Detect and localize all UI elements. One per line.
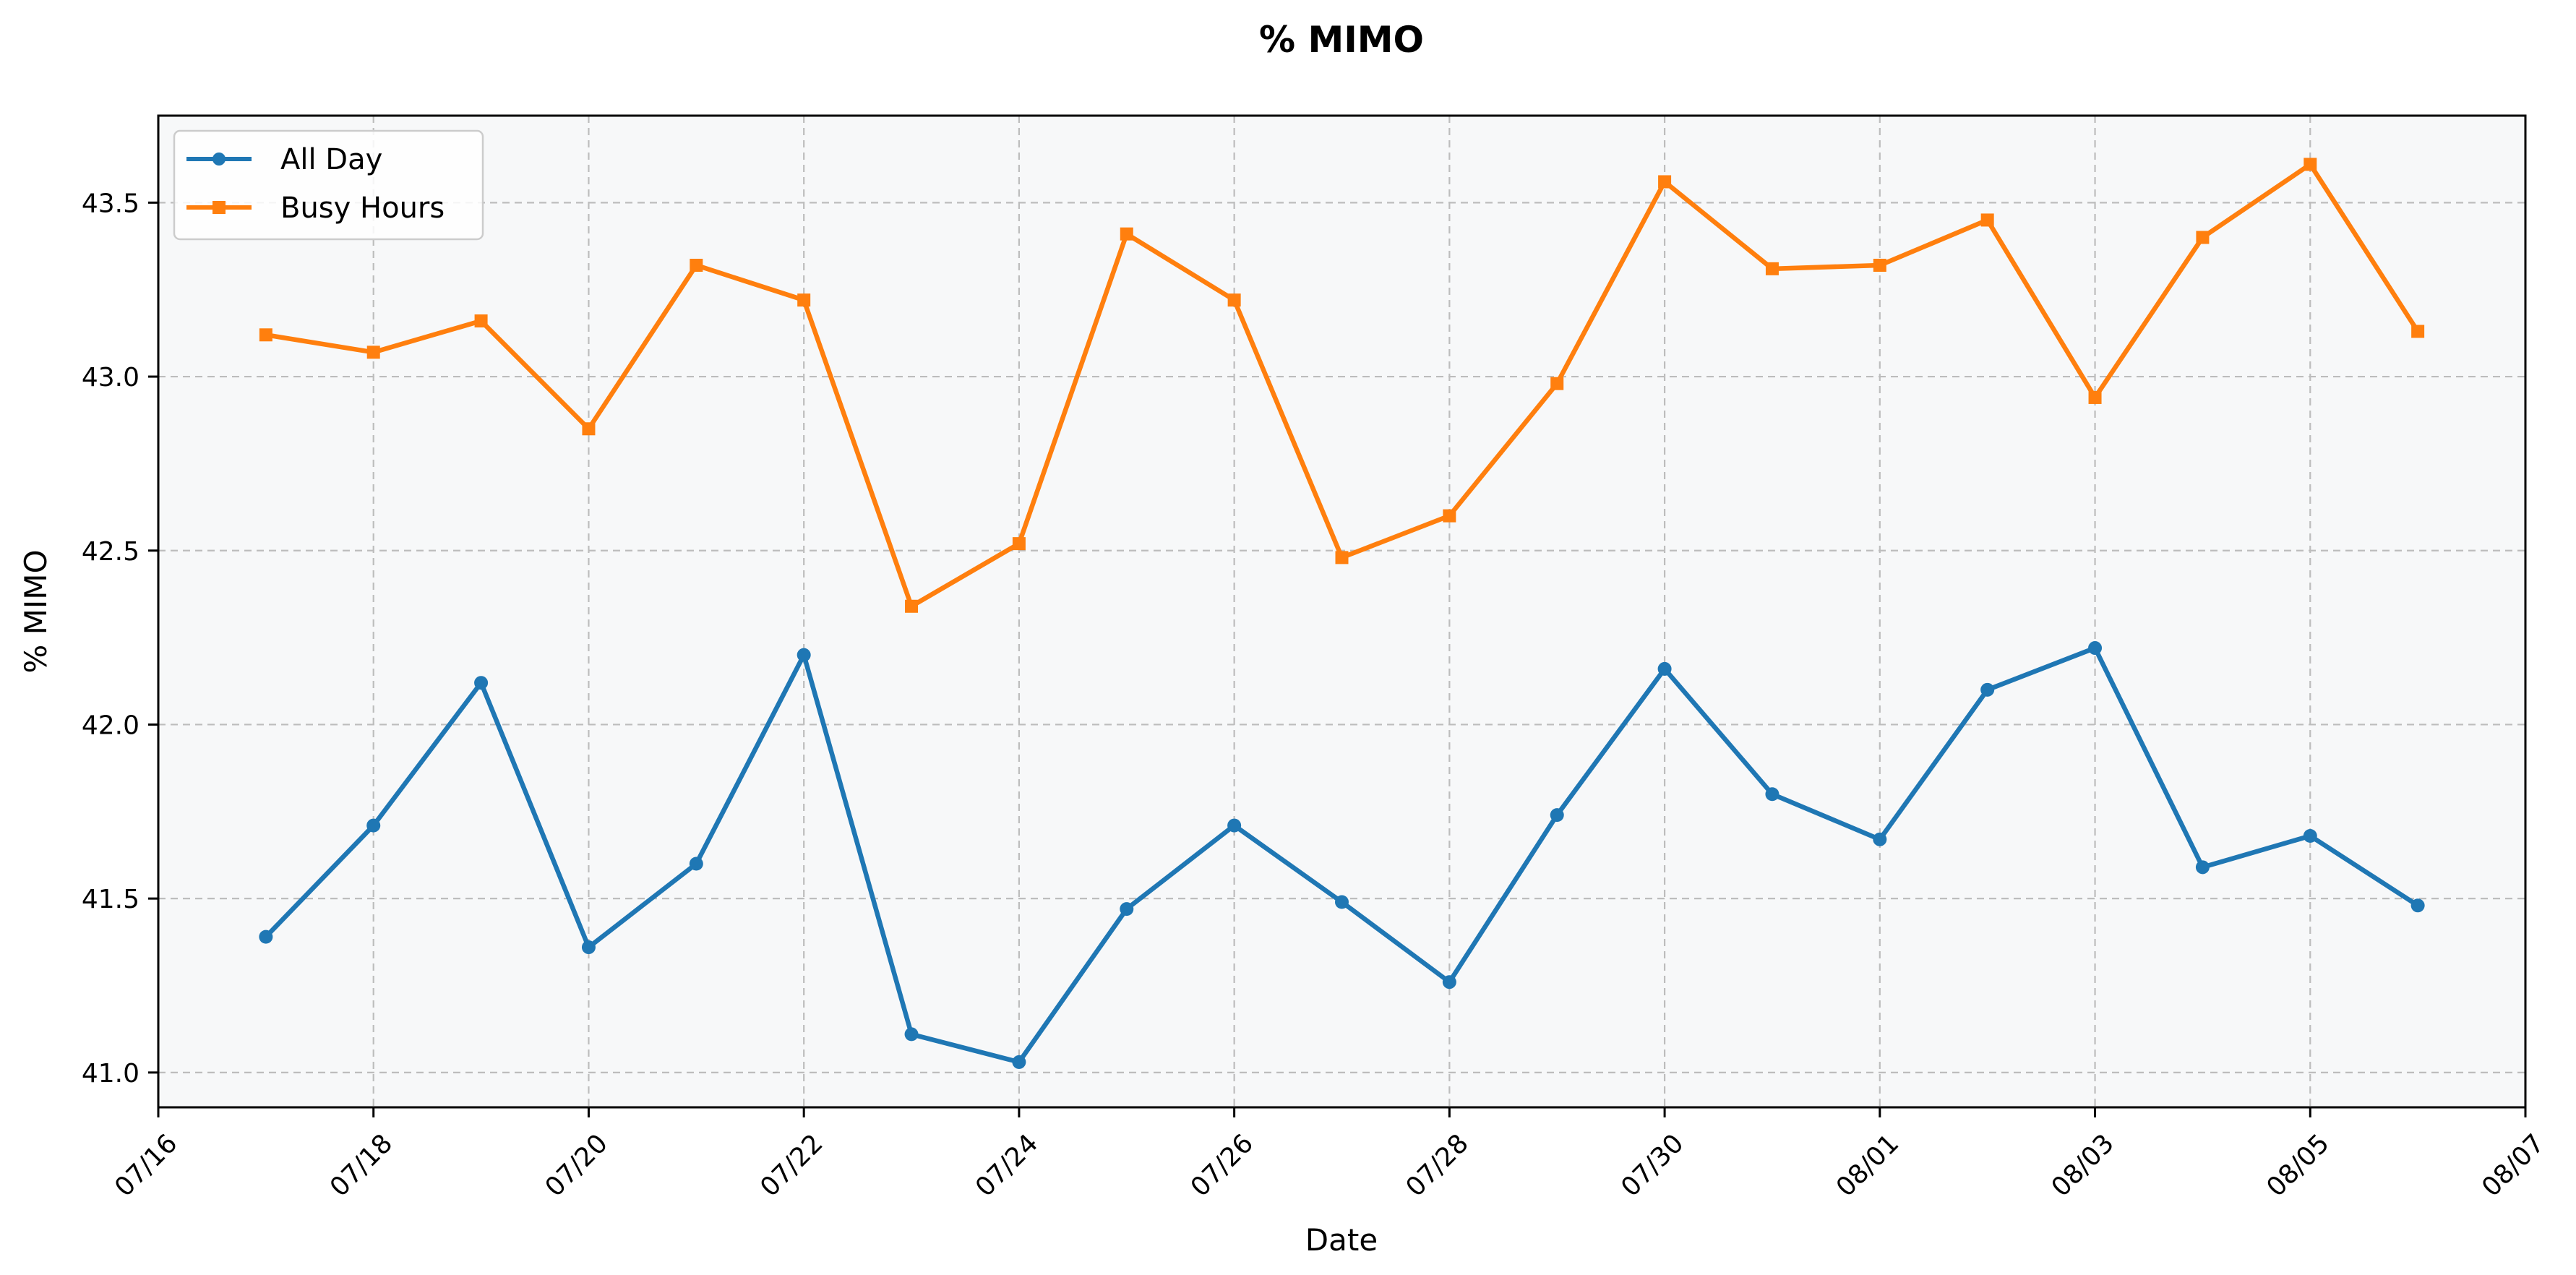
data-point-all-day xyxy=(581,940,596,955)
y-tick-label: 41.5 xyxy=(82,885,139,914)
data-point-busy-hours xyxy=(474,314,488,328)
data-point-all-day xyxy=(2088,641,2103,656)
legend: All Day Busy Hours xyxy=(173,129,484,241)
data-point-busy-hours xyxy=(366,345,380,359)
data-point-all-day xyxy=(259,930,273,944)
data-point-all-day xyxy=(1765,787,1779,802)
data-point-busy-hours xyxy=(2411,325,2425,338)
plot-frame xyxy=(157,114,2527,1109)
data-point-busy-hours xyxy=(797,293,811,307)
data-point-all-day xyxy=(689,857,703,871)
series-layer xyxy=(259,158,2425,1069)
data-point-all-day xyxy=(1980,682,1995,697)
data-point-busy-hours xyxy=(2196,231,2210,244)
data-point-busy-hours xyxy=(1550,377,1564,390)
data-point-busy-hours xyxy=(1335,551,1349,564)
data-point-busy-hours xyxy=(690,259,703,272)
chart-title: % MIMO xyxy=(1259,19,1424,61)
legend-label-busy-hours: Busy Hours xyxy=(280,192,445,225)
y-tick-label: 42.5 xyxy=(82,537,139,567)
legend-marker-busy-hours xyxy=(212,201,226,214)
data-point-all-day xyxy=(904,1027,919,1042)
y-tick-label: 42.0 xyxy=(82,711,139,740)
data-point-busy-hours xyxy=(2088,390,2102,404)
plot-area xyxy=(158,116,2525,1107)
data-point-busy-hours xyxy=(1873,259,1886,272)
data-point-all-day xyxy=(2195,860,2210,875)
data-point-busy-hours xyxy=(2304,158,2317,171)
data-point-busy-hours xyxy=(582,422,596,436)
data-point-all-day xyxy=(2303,829,2317,843)
data-point-all-day xyxy=(1442,975,1456,989)
data-point-busy-hours xyxy=(1765,262,1779,275)
data-point-busy-hours xyxy=(1658,175,1672,189)
data-point-all-day xyxy=(474,676,489,690)
data-point-all-day xyxy=(1657,661,1672,676)
series-busy-hours xyxy=(259,158,2425,613)
data-point-all-day xyxy=(366,818,381,833)
y-tick-label: 43.0 xyxy=(82,363,139,392)
data-point-busy-hours xyxy=(259,328,272,342)
y-axis-label: % MIMO xyxy=(18,549,53,673)
data-point-busy-hours xyxy=(1443,509,1456,523)
data-point-all-day xyxy=(1335,895,1349,909)
data-point-all-day xyxy=(1227,818,1242,833)
data-point-busy-hours xyxy=(1012,537,1026,551)
series-all-day xyxy=(259,641,2425,1069)
data-point-busy-hours xyxy=(1980,213,1994,227)
data-point-all-day xyxy=(1550,808,1564,823)
data-point-all-day xyxy=(1120,902,1134,916)
y-tick-label: 41.0 xyxy=(82,1059,139,1089)
data-point-all-day xyxy=(797,648,811,662)
legend-marker-all-day xyxy=(212,153,226,166)
data-point-all-day xyxy=(1012,1055,1026,1069)
legend-label-all-day: All Day xyxy=(280,143,382,176)
x-axis-label: Date xyxy=(1305,1222,1378,1258)
y-tick-label: 43.5 xyxy=(82,189,139,218)
data-point-busy-hours xyxy=(905,599,919,613)
data-point-busy-hours xyxy=(1227,293,1241,307)
data-point-busy-hours xyxy=(1120,227,1133,241)
data-point-all-day xyxy=(1873,832,1887,846)
data-point-all-day xyxy=(2410,898,2425,913)
